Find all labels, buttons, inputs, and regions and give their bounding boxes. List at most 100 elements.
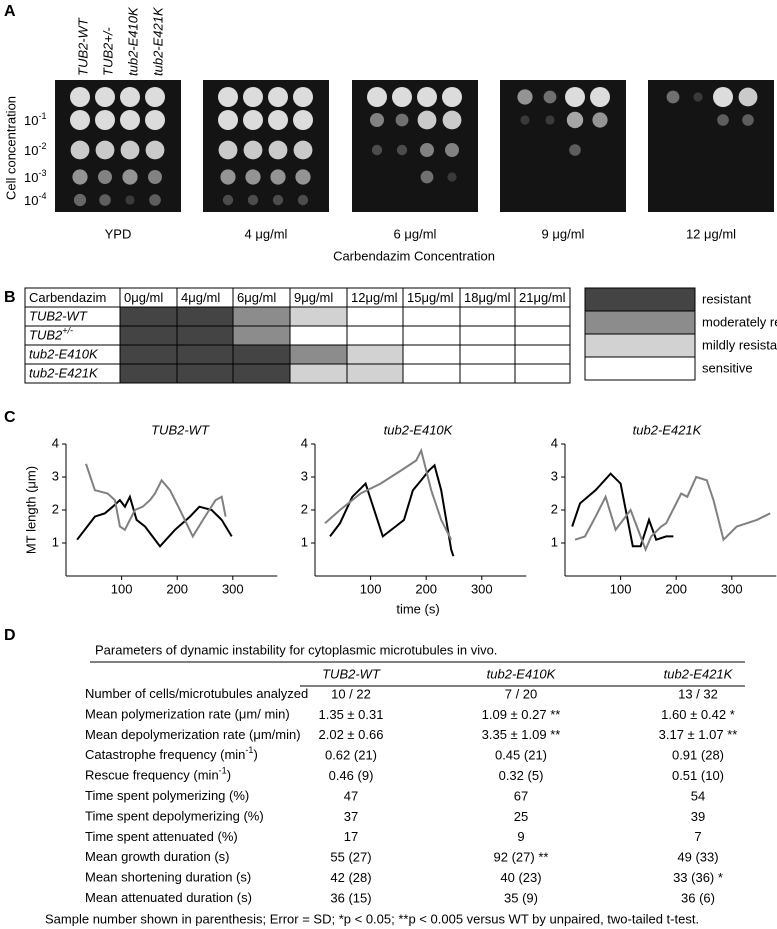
y-tick-label: 3	[551, 468, 558, 483]
yeast-spot	[243, 140, 263, 160]
x-tick-label: 200	[415, 581, 437, 596]
yeast-spot	[442, 87, 462, 107]
yeast-spot	[396, 144, 408, 156]
yeast-spot	[520, 115, 530, 125]
row-label-part: Mean attenuated duration (s)	[85, 890, 252, 905]
row-name-sup: +/-	[62, 326, 73, 336]
mt-length-line	[571, 472, 674, 548]
row-label-part: Mean depolymerization rate (μm/min)	[85, 727, 301, 742]
yeast-spot	[445, 143, 459, 157]
row-name-part: tub2-E421K	[29, 366, 99, 381]
row-label: Mean growth duration (s)	[85, 850, 230, 865]
sensitivity-cell	[119, 363, 178, 384]
yeast-spot	[738, 87, 758, 107]
panel-label: D	[4, 627, 16, 644]
yeast-spot	[565, 87, 585, 107]
table-cell: 47	[344, 788, 358, 803]
table-cell: 1.35 ± 0.31	[319, 707, 384, 722]
yeast-spot	[218, 87, 238, 107]
header-text: 4μg/ml	[181, 290, 220, 305]
yeast-spot	[122, 169, 138, 185]
table-cell: 67	[514, 788, 528, 803]
table-cell: 25	[514, 809, 528, 824]
table-cell: 55 (27)	[330, 850, 371, 865]
dilution-base: 10	[24, 113, 38, 128]
y-tick-label: 2	[301, 501, 308, 516]
yeast-spot	[268, 140, 288, 160]
row-label-part: Mean shortening duration (s)	[85, 870, 251, 885]
header-text: 12μg/ml	[351, 290, 398, 305]
yeast-spot	[420, 170, 434, 184]
table-title: Parameters of dynamic instability for cy…	[95, 642, 497, 657]
yeast-spot	[293, 140, 313, 160]
strain-label: tub2-E410K	[125, 6, 140, 76]
table-cell: 3.35 ± 1.09 **	[482, 727, 561, 742]
plate-label: 12 μg/ml	[686, 226, 736, 241]
sensitivity-cell	[514, 363, 571, 384]
yeast-spot	[420, 143, 434, 157]
mt-length-line	[324, 447, 453, 541]
sensitivity-cell	[459, 363, 516, 384]
legend-label: moderately resistant	[702, 314, 777, 329]
y-tick-label: 4	[52, 435, 59, 450]
sensitivity-cell	[514, 325, 571, 346]
sensitivity-cell	[402, 344, 461, 365]
plate-label: 9 μg/ml	[542, 226, 585, 241]
dilution-base: 10	[24, 193, 38, 208]
legend-swatch	[584, 356, 696, 381]
table-cell: 0.32 (5)	[499, 768, 544, 783]
sensitivity-cell	[402, 306, 461, 327]
row-label: Number of cells/microtubules analyzed	[85, 686, 308, 701]
table-cell: 3.17 ± 1.07 **	[659, 727, 738, 742]
row-label-part: Catastrophe frequency (min	[85, 748, 245, 763]
table-cell: 7 / 20	[505, 686, 538, 701]
yeast-spot	[268, 87, 288, 107]
x-tick-label: 300	[471, 581, 493, 596]
sensitivity-cell	[289, 306, 348, 327]
sensitivity-cell	[289, 363, 348, 384]
yeast-spot	[293, 110, 313, 130]
mt-length-line	[574, 475, 771, 553]
table-cell: 36 (6)	[681, 890, 715, 905]
row-label-part: Mean polymerization rate (μm/ min)	[85, 707, 290, 722]
strain-label: tub2-E421K	[150, 6, 165, 76]
yeast-spot	[268, 110, 288, 130]
x-tick-label: 100	[111, 581, 133, 596]
yeast-spot	[545, 115, 555, 125]
legend-swatch	[584, 287, 696, 312]
yeast-spot	[272, 194, 284, 206]
dilution-exp: -3	[38, 168, 46, 178]
yeast-spot	[72, 169, 88, 185]
row-label: Mean attenuated duration (s)	[85, 890, 252, 905]
legend-label: mildly resistant	[702, 337, 777, 352]
plate-label: 4 μg/ml	[245, 226, 288, 241]
table-cell: 0.62 (21)	[325, 748, 377, 763]
row-label-sup: -1	[219, 766, 227, 776]
sensitivity-cell	[459, 344, 516, 365]
y-tick-label: 4	[551, 435, 558, 450]
sensitivity-cell	[176, 344, 234, 365]
row-label-part: Time spent attenuated (%)	[85, 829, 238, 844]
y-axis-label: Cell concentration	[3, 96, 18, 200]
dilution-exp: -4	[38, 191, 46, 201]
footnote: Sample number shown in parenthesis; Erro…	[45, 911, 699, 926]
x-tick-label: 200	[665, 581, 687, 596]
sensitivity-cell	[176, 306, 234, 327]
yeast-spot	[218, 110, 238, 130]
yeast-spot	[220, 169, 236, 185]
table-cell: 40 (23)	[500, 870, 541, 885]
yeast-spot	[370, 113, 384, 127]
row-label: Rescue frequency (min-1)	[85, 766, 231, 783]
yeast-spot	[148, 170, 162, 184]
table-cell: 17	[344, 829, 358, 844]
sensitivity-cell	[176, 363, 234, 384]
y-tick-label: 3	[52, 468, 59, 483]
column-header: tub2-E421K	[664, 666, 734, 681]
table-cell: 0.46 (9)	[329, 768, 374, 783]
y-tick-label: 3	[301, 468, 308, 483]
yeast-spot	[442, 110, 462, 130]
x-tick-label: 100	[610, 581, 632, 596]
sensitivity-cell	[232, 344, 291, 365]
sensitivity-cell	[346, 325, 404, 346]
